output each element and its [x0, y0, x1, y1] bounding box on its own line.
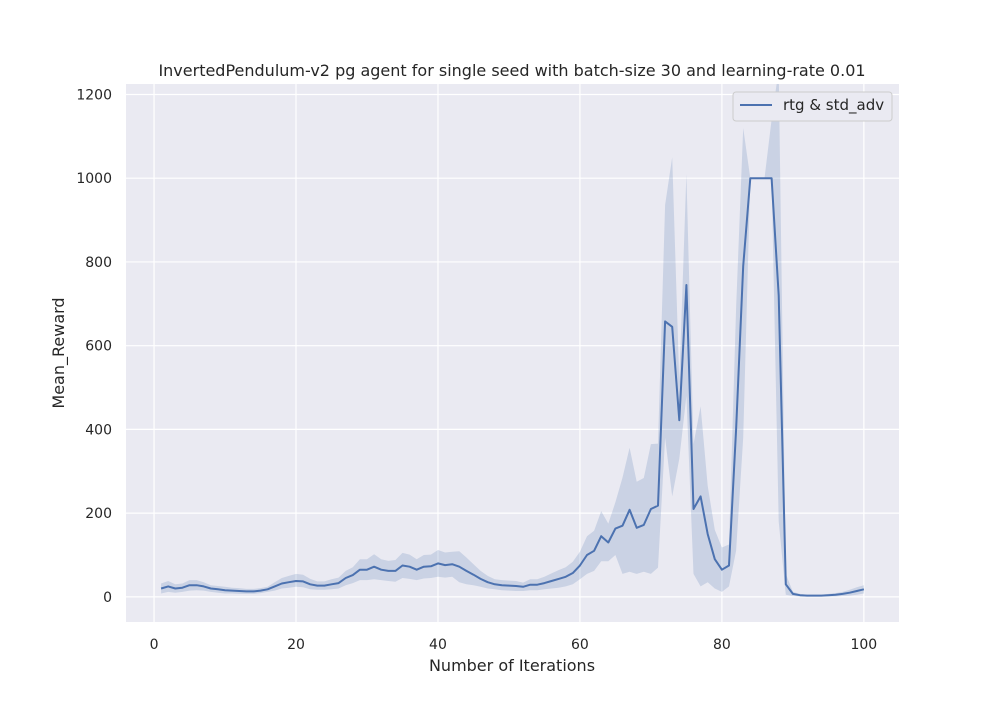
- x-tick-label: 80: [713, 637, 731, 653]
- grid: [126, 84, 899, 622]
- x-tick-label: 60: [571, 637, 589, 653]
- y-tick-label: 200: [85, 506, 112, 522]
- legend-box: [732, 91, 893, 122]
- chart-title: InvertedPendulum-v2 pg agent for single …: [158, 61, 865, 80]
- x-tick-label: 0: [150, 637, 159, 653]
- x-tick-label: 40: [429, 637, 447, 653]
- legend: rtg & std_adv: [732, 91, 893, 122]
- data-layer: [160, 84, 865, 597]
- y-tick-label: 1200: [76, 87, 112, 103]
- y-tick-label: 600: [85, 339, 112, 355]
- y-tick-label: 0: [103, 590, 112, 606]
- legend-label: rtg & std_adv: [783, 96, 884, 115]
- x-tick-label: 100: [850, 637, 877, 653]
- y-axis-label: Mean_Reward: [49, 297, 69, 408]
- plot-background: [126, 84, 899, 622]
- series-line: [160, 177, 865, 597]
- y-tick-label: 800: [85, 255, 112, 271]
- x-tick-label: 20: [287, 637, 305, 653]
- y-tick-label: 400: [85, 422, 112, 438]
- x-axis-label: Number of Iterations: [429, 656, 595, 675]
- y-tick-label: 1000: [76, 171, 112, 187]
